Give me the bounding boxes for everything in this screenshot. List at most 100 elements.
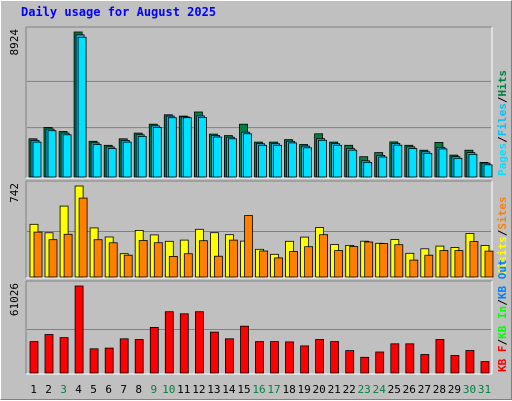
bar-hits-pages-day-24 bbox=[378, 156, 388, 178]
bar-kbytes-kb-f-day-15 bbox=[240, 325, 249, 374]
bar-kbytes-kb-f-day-7 bbox=[119, 338, 129, 374]
bar-kbytes-kb-f-day-28 bbox=[435, 339, 445, 374]
bar-kbytes-kb-f-day-4 bbox=[74, 285, 84, 374]
bar-kbytes-kb-f-day-17 bbox=[270, 341, 279, 374]
x-tick-label-day-13: 13 bbox=[207, 383, 220, 396]
bar-visits-sites-day-27 bbox=[424, 254, 434, 278]
panel-hits-legend: Pages/Files/Hits bbox=[496, 70, 509, 176]
x-tick-label-day-14: 14 bbox=[222, 383, 236, 396]
bar-kbytes-kb-f-day-16 bbox=[255, 341, 264, 374]
bar-visits-sites-day-28 bbox=[439, 250, 449, 278]
x-tick-label-day-7: 7 bbox=[120, 383, 127, 396]
bar-kbytes-kb-f-day-1 bbox=[29, 341, 39, 374]
bar-hits-pages-day-14 bbox=[227, 138, 237, 178]
bar-hits-pages-day-17 bbox=[273, 144, 282, 178]
x-tick-label-day-26: 26 bbox=[403, 383, 416, 396]
bar-visits-sites-day-1 bbox=[33, 231, 43, 278]
bar-visits-sites-day-16 bbox=[259, 250, 268, 278]
legend-entry: / bbox=[496, 339, 509, 346]
x-tick-label-day-4: 4 bbox=[75, 383, 82, 396]
legend-entry: Pages bbox=[496, 143, 509, 176]
x-tick-label-day-28: 28 bbox=[433, 383, 446, 396]
x-tick-label-day-16: 16 bbox=[252, 383, 265, 396]
x-tick-label-day-23: 23 bbox=[358, 383, 371, 396]
bar-hits-pages-day-30 bbox=[468, 153, 478, 178]
legend-entry: / bbox=[496, 136, 509, 143]
x-tick-label-day-21: 21 bbox=[328, 383, 341, 396]
bar-visits-sites-day-20 bbox=[319, 234, 329, 278]
x-tick-label-day-12: 12 bbox=[192, 383, 205, 396]
x-tick-label-day-22: 22 bbox=[343, 383, 356, 396]
bar-kbytes-kb-f-day-26 bbox=[405, 343, 415, 374]
bar-hits-pages-day-4 bbox=[77, 36, 87, 178]
legend-entry: / bbox=[496, 299, 509, 306]
bar-kbytes-kb-f-day-14 bbox=[224, 338, 234, 374]
x-tick-label-day-30: 30 bbox=[463, 383, 476, 396]
bar-visits-sites-day-26 bbox=[409, 259, 419, 278]
bar-kbytes-kb-f-day-12 bbox=[194, 311, 204, 374]
panel-kbytes-max-label: 61026 bbox=[8, 283, 21, 316]
x-tick-label-day-20: 20 bbox=[312, 383, 325, 396]
bar-hits-pages-day-7 bbox=[122, 141, 132, 178]
bar-visits-sites-day-6 bbox=[108, 242, 118, 278]
bar-kbytes-kb-f-day-19 bbox=[300, 345, 310, 374]
bar-hits-pages-day-13 bbox=[212, 136, 222, 178]
bar-hits-pages-day-12 bbox=[197, 117, 207, 178]
legend-entry: KB F bbox=[496, 346, 509, 373]
bar-visits-sites-day-29 bbox=[454, 250, 464, 278]
bar-visits-sites-day-2 bbox=[48, 239, 58, 278]
bar-visits-sites-day-13 bbox=[213, 255, 223, 278]
bar-visits-sites-day-23 bbox=[364, 241, 374, 278]
x-tick-label-day-31: 31 bbox=[478, 383, 491, 396]
bar-visits-sites-day-9 bbox=[153, 242, 163, 278]
bar-kbytes-kb-f-day-25 bbox=[390, 343, 400, 374]
bar-visits-sites-day-30 bbox=[469, 241, 479, 278]
x-tick-label-day-19: 19 bbox=[297, 383, 310, 396]
bar-visits-sites-day-15 bbox=[244, 215, 253, 278]
panel-visits-legend: Visits/Sites bbox=[496, 197, 509, 277]
legend-entry: / bbox=[496, 96, 509, 103]
legend-entry: Sites bbox=[496, 197, 509, 230]
chart-title: Daily usage for August 2025 bbox=[21, 5, 217, 19]
bar-kbytes-kb-f-day-5 bbox=[89, 348, 99, 374]
bar-hits-pages-day-10 bbox=[167, 117, 177, 178]
bar-kbytes-kb-f-day-13 bbox=[209, 331, 219, 374]
x-tick-label-day-1: 1 bbox=[30, 383, 37, 396]
bar-hits-pages-day-8 bbox=[137, 135, 147, 178]
x-tick-label-day-17: 17 bbox=[267, 383, 280, 396]
bar-hits-pages-day-1 bbox=[32, 141, 42, 178]
x-tick-label-day-27: 27 bbox=[418, 383, 431, 396]
bar-visits-sites-day-10 bbox=[168, 255, 178, 278]
bar-visits-sites-day-11 bbox=[183, 253, 193, 278]
x-tick-label-day-8: 8 bbox=[135, 383, 142, 396]
bar-visits-sites-day-21 bbox=[334, 250, 344, 278]
bar-hits-pages-day-16 bbox=[258, 144, 267, 178]
bar-kbytes-kb-f-day-22 bbox=[345, 350, 355, 374]
bar-hits-pages-day-18 bbox=[288, 142, 297, 178]
bar-hits-pages-day-22 bbox=[348, 149, 358, 178]
bar-hits-pages-day-23 bbox=[363, 161, 373, 178]
legend-entry: Hits bbox=[496, 70, 509, 97]
bar-visits-sites-day-7 bbox=[123, 254, 133, 278]
bar-kbytes-kb-f-day-8 bbox=[134, 339, 144, 374]
bar-hits-pages-day-9 bbox=[152, 127, 162, 178]
bar-visits-sites-day-25 bbox=[394, 244, 404, 278]
bar-hits-pages-day-11 bbox=[182, 117, 192, 178]
legend-entry: Files bbox=[496, 103, 509, 136]
x-tick-label-day-3: 3 bbox=[60, 383, 67, 396]
bar-kbytes-kb-f-day-3 bbox=[59, 337, 69, 374]
bar-visits-sites-day-3 bbox=[63, 233, 73, 278]
legend-entry: KB In bbox=[496, 306, 509, 339]
bar-kbytes-kb-f-day-21 bbox=[330, 341, 340, 374]
bar-kbytes-kb-f-day-20 bbox=[315, 339, 325, 374]
panel-visits-max-label: 742 bbox=[8, 183, 21, 203]
bar-hits-pages-day-26 bbox=[408, 148, 418, 178]
bar-visits-sites-day-19 bbox=[304, 246, 314, 278]
bar-visits-sites-day-14 bbox=[228, 239, 238, 278]
bar-kbytes-kb-f-day-31 bbox=[480, 361, 490, 374]
legend-entry: / bbox=[496, 229, 509, 236]
bar-visits-sites-day-22 bbox=[349, 246, 359, 278]
bar-kbytes-kb-f-day-18 bbox=[285, 341, 294, 374]
